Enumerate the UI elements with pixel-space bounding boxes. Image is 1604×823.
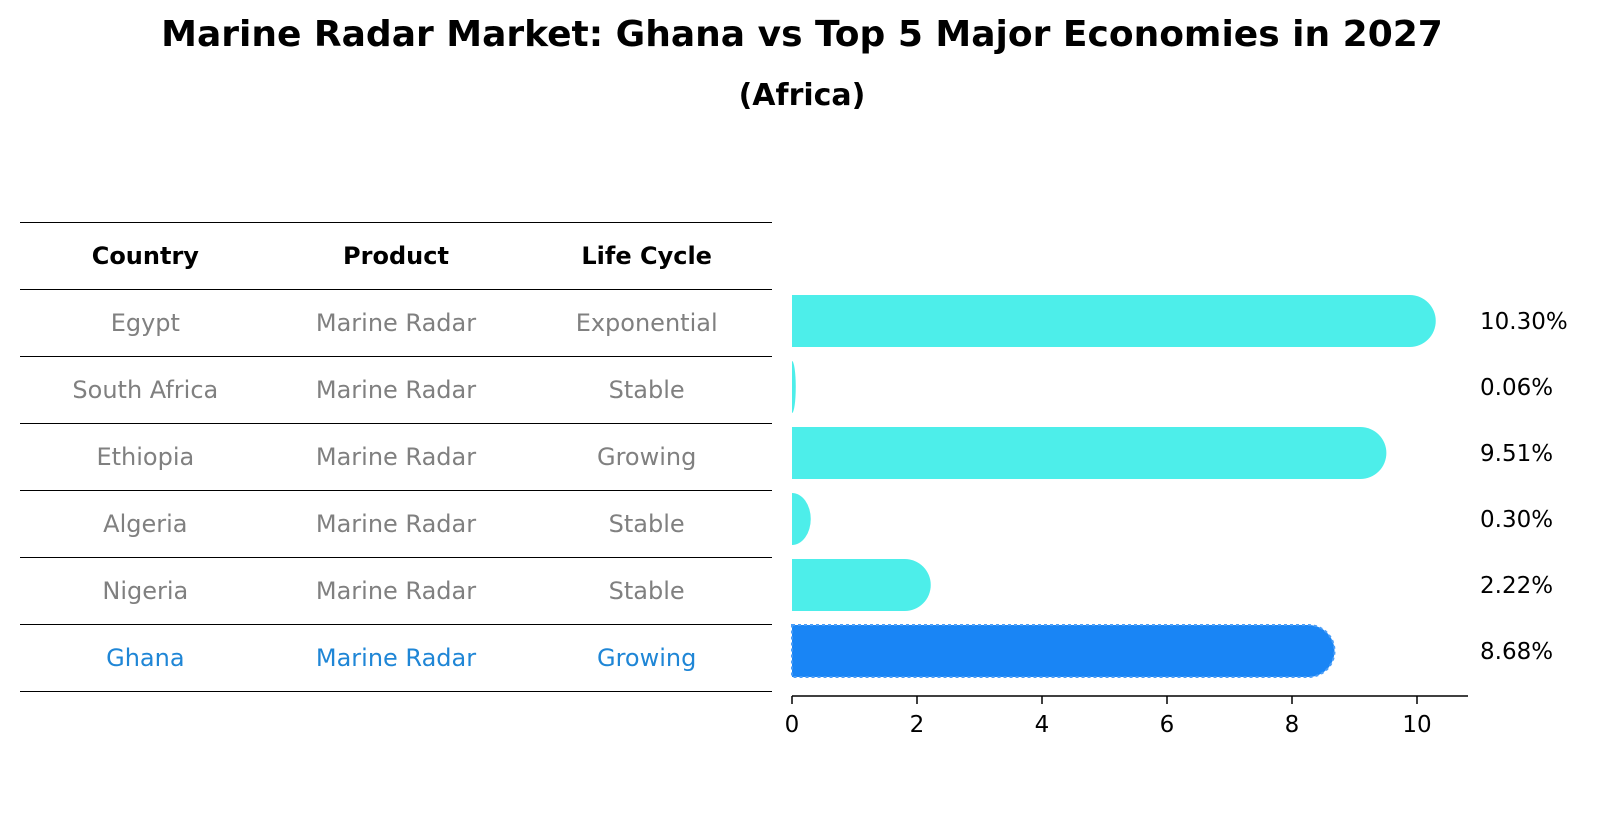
- cell-country: Algeria: [20, 490, 271, 558]
- cell-country: Ethiopia: [20, 423, 271, 491]
- column-header-life-cycle: Life Cycle: [521, 222, 772, 290]
- bar-value-label: 0.30%: [1480, 507, 1553, 533]
- cell-country: Egypt: [20, 289, 271, 357]
- cell-product: Marine Radar: [270, 356, 522, 424]
- table-header-row: Country Product Life Cycle: [20, 222, 772, 290]
- cell-life-cycle: Growing: [521, 624, 772, 692]
- x-tick-label: 10: [1402, 712, 1431, 738]
- cell-product: Marine Radar: [270, 490, 522, 558]
- cell-life-cycle: Exponential: [521, 289, 772, 357]
- column-header-product: Product: [270, 222, 522, 290]
- table-row: Ethiopia Marine Radar Growing: [20, 423, 772, 491]
- page-title: Marine Radar Market: Ghana vs Top 5 Majo…: [161, 14, 1443, 55]
- column-header-country: Country: [20, 222, 271, 290]
- x-tick-label: 6: [1160, 712, 1175, 738]
- bar: [792, 559, 931, 611]
- bar-value-label: 10.30%: [1480, 309, 1568, 335]
- bar: [791, 624, 1336, 678]
- bar: [792, 295, 1436, 347]
- cell-product: Marine Radar: [270, 624, 522, 692]
- cell-product: Marine Radar: [270, 423, 522, 491]
- cell-product: Marine Radar: [270, 557, 522, 625]
- bar: [792, 361, 796, 413]
- cell-life-cycle: Growing: [521, 423, 772, 491]
- table-row-highlighted: Ghana Marine Radar Growing: [20, 624, 772, 692]
- bar-value-label: 2.22%: [1480, 573, 1553, 599]
- x-tick-label: 8: [1285, 712, 1300, 738]
- table-row: Algeria Marine Radar Stable: [20, 490, 772, 558]
- x-tick-label: 0: [785, 712, 800, 738]
- x-tick-label: 4: [1035, 712, 1050, 738]
- cell-life-cycle: Stable: [521, 557, 772, 625]
- bar-value-label: 0.06%: [1480, 375, 1553, 401]
- cell-life-cycle: Stable: [521, 356, 772, 424]
- table-row: South Africa Marine Radar Stable: [20, 356, 772, 424]
- bar-value-label: 9.51%: [1480, 441, 1553, 467]
- cell-country: Nigeria: [20, 557, 271, 625]
- table-row: Nigeria Marine Radar Stable: [20, 557, 772, 625]
- cell-product: Marine Radar: [270, 289, 522, 357]
- data-table: Country Product Life Cycle Egypt Marine …: [20, 222, 772, 692]
- cell-country: South Africa: [20, 356, 271, 424]
- bar: [792, 427, 1387, 479]
- x-tick-label: 2: [910, 712, 925, 738]
- bar: [792, 493, 811, 545]
- cell-life-cycle: Stable: [521, 490, 772, 558]
- table-row: Egypt Marine Radar Exponential: [20, 289, 772, 357]
- bar-value-label: 8.68%: [1480, 639, 1553, 665]
- cell-country: Ghana: [20, 624, 271, 692]
- page-subtitle: (Africa): [738, 78, 866, 113]
